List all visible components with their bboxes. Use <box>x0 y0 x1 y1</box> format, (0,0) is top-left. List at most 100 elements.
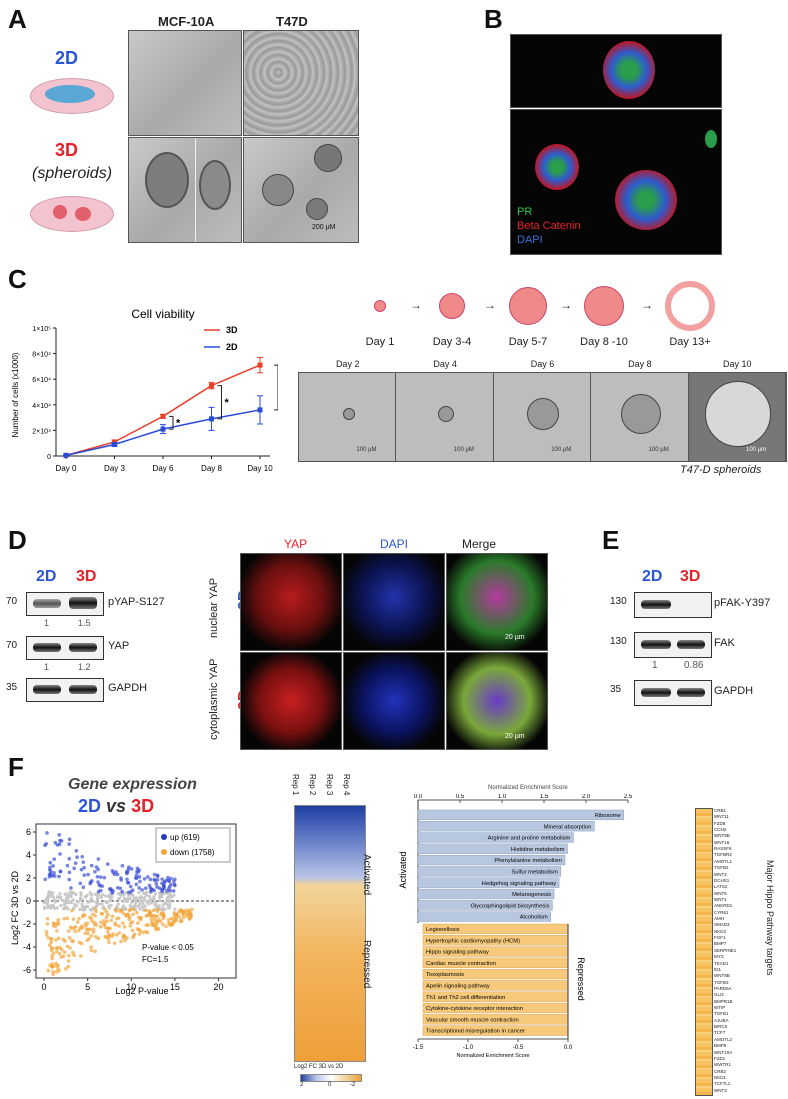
volcano-point-up <box>115 872 120 877</box>
volcano-point-down <box>105 919 109 924</box>
volcano-point-up <box>165 889 169 893</box>
volcano-point-down <box>93 949 97 954</box>
hippo-gene-label: AMOTL1 <box>714 858 733 864</box>
volcano-point-up <box>88 881 92 886</box>
gsea-label-activated: Mineral absorption <box>544 824 592 830</box>
volcano-point-down <box>56 922 61 927</box>
volcano-point-ns <box>49 891 54 895</box>
blot-band <box>33 685 61 694</box>
volcano-point-down <box>51 970 55 974</box>
volcano-point-up <box>120 863 125 868</box>
hippo-gene-label: CRB1 <box>714 808 727 813</box>
volcano-point-up <box>125 877 129 882</box>
volcano-point-up <box>96 889 101 894</box>
blot-quant-e: 0.86 <box>684 660 704 671</box>
if-2d-merge: 20 µm <box>446 553 548 651</box>
blot-band <box>641 600 671 609</box>
dish-2d-icon <box>30 78 114 114</box>
gsea-label-activated: Arginine and proline metabolism <box>488 836 571 842</box>
volcano-point-up <box>78 881 83 886</box>
gsea-bottom-tick-label: -1.0 <box>463 1045 474 1051</box>
volcano-point-down <box>79 954 83 958</box>
gsea-top-tick-label: 0.5 <box>456 794 465 800</box>
volcano-point-ns <box>99 895 103 900</box>
hippo-gene-label: NKD1 <box>714 1074 727 1080</box>
hippo-gene-label: CYR61 <box>714 909 729 915</box>
volcano-point-ns <box>75 904 79 908</box>
volcano-point-ns <box>172 893 176 897</box>
hippo-gene-label: AJUBA <box>714 1017 729 1023</box>
spheroid-micro-day: Day 4 <box>433 359 457 369</box>
volcano-ytick-label: 0 <box>26 896 31 906</box>
volcano-point-down <box>131 907 136 912</box>
volcano-point-down <box>71 917 76 922</box>
volcano-point-ns <box>97 893 101 897</box>
volcano-point-ns <box>117 892 122 896</box>
hippo-gene-label: WNT6 <box>714 890 727 896</box>
volcano-point-up <box>137 875 142 879</box>
volcano-point-up <box>153 878 157 883</box>
volcano-point-ns <box>58 892 62 896</box>
heatmap-repressed: Repressed <box>361 940 372 989</box>
panel-a-row-3d-sub: (spheroids) <box>32 165 113 182</box>
volcano-point-down <box>79 941 84 946</box>
panel-letter-e: E <box>602 525 620 555</box>
volcano-point-down <box>55 946 60 950</box>
volcano-point-up <box>52 871 56 875</box>
colorbar-tick-0: 0 <box>328 1082 332 1088</box>
gsea-label-repressed: Apelin signaling pathway <box>426 984 490 990</box>
volcano-point-up <box>138 879 142 884</box>
viab-ytick-label: 0 <box>47 454 51 461</box>
volcano-point-down <box>124 914 128 918</box>
volcano-point-down <box>62 950 67 954</box>
volcano-point-ns <box>103 899 108 903</box>
gsea-top-tick-label: 1.0 <box>498 794 507 800</box>
gsea-label-repressed: Cardiac muscle contraction <box>426 961 496 967</box>
blot-band <box>677 688 705 697</box>
volcano-point-down <box>121 911 125 915</box>
volcano-point-ns <box>83 895 87 899</box>
volcano-point-ns <box>141 905 145 909</box>
volcano-point-down <box>144 923 149 928</box>
volcano-note-fc: FC=1.5 <box>142 955 169 964</box>
volcano-point-up <box>67 857 72 861</box>
viab-ytick-label: 8×10⁴ <box>32 352 51 359</box>
if-scale-3d: 20 µm <box>505 733 525 740</box>
volcano-point-up <box>96 880 100 884</box>
volcano-point-down <box>135 910 139 915</box>
volcano-point-up <box>67 870 72 875</box>
hippo-gene-label: BMP7 <box>714 941 727 947</box>
hippo-gene-label: FZD8 <box>714 820 726 826</box>
blot-band <box>69 597 97 609</box>
volcano-point-down <box>56 936 61 941</box>
blot-label-d: GAPDH <box>108 682 148 694</box>
volcano-point-up <box>134 882 139 887</box>
volcano-point-ns <box>166 903 170 907</box>
gsea-bar-activated <box>417 821 595 832</box>
volcano-point-up <box>135 866 140 871</box>
spheroid-scale: 100 µM <box>648 447 669 453</box>
micro-mcf10a-3d <box>128 137 242 243</box>
panel-letter-b: B <box>484 4 503 34</box>
timeline-arrow-icon: → <box>641 298 653 312</box>
volcano-point-ns <box>42 905 47 909</box>
volcano-title: Gene expression <box>68 776 197 793</box>
hippo-gene-label: ID1 <box>714 966 722 972</box>
volcano-point-down <box>56 918 61 922</box>
volcano-point-down <box>151 922 155 926</box>
panel-a-row-2d: 2D <box>55 48 79 68</box>
gsea-bar-activated <box>417 911 551 922</box>
volcano-ytick-label: -6 <box>23 965 31 975</box>
timeline-arrow-icon: → <box>484 298 496 312</box>
volcano-point-down <box>63 939 67 943</box>
volcano-point-down <box>178 908 182 913</box>
volcano-point-ns <box>142 898 146 902</box>
panel-letter-f: F <box>8 752 24 782</box>
volcano-xlabel: Log2 P-value <box>115 986 168 996</box>
volcano-point-ns <box>79 891 83 895</box>
spheroid-micro-day: Day 2 <box>335 359 360 369</box>
volcano-point-down <box>127 917 131 922</box>
blot-band <box>69 643 97 652</box>
volcano-point-up <box>155 873 160 878</box>
volcano-point-up <box>67 837 72 842</box>
